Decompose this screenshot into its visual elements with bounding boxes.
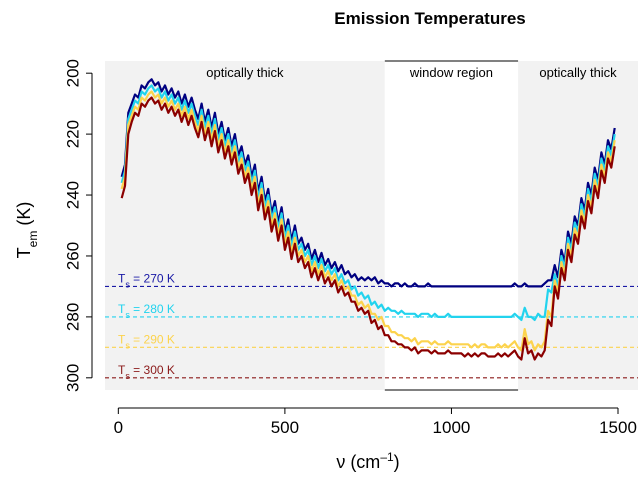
y-tick-label-0: 200 bbox=[63, 59, 82, 87]
y-tick-label-3: 260 bbox=[63, 242, 82, 270]
x-tick-label-3: 1500 bbox=[599, 418, 637, 437]
region-label-2: optically thick bbox=[539, 65, 617, 80]
reference-lines bbox=[105, 285, 638, 379]
reference-line-label-3: Ts = 300 K bbox=[118, 363, 175, 381]
reference-line-label-1: Ts = 280 K bbox=[118, 302, 175, 320]
y-tick-label-1: 220 bbox=[63, 120, 82, 148]
series-lines bbox=[120, 78, 616, 361]
reference-line-label-0: Ts = 270 K bbox=[118, 271, 175, 289]
x-axis-label: ν (cm–1) bbox=[336, 450, 399, 472]
region-label-1: window region bbox=[409, 65, 493, 80]
series-line-3 bbox=[120, 96, 616, 361]
x-tick-label-0: 0 bbox=[114, 418, 123, 437]
y-axis-label: Tem (K) bbox=[14, 202, 40, 259]
y-tick-label-5: 300 bbox=[63, 364, 82, 392]
region-label-0: optically thick bbox=[206, 65, 284, 80]
y-tick-label-4: 280 bbox=[63, 303, 82, 331]
reference-line-label-2: Ts = 290 K bbox=[118, 332, 175, 350]
x-tick-label-1: 500 bbox=[271, 418, 299, 437]
shaded-region-0 bbox=[105, 61, 385, 390]
x-tick-label-2: 1000 bbox=[433, 418, 471, 437]
axes: 0 500 1000 1500 200 220 240 260 280 300 bbox=[63, 59, 636, 437]
chart-title: Emission Temperatures bbox=[334, 9, 525, 28]
shaded-region-1 bbox=[384, 61, 519, 390]
reference-line-labels: Ts = 270 K Ts = 280 K Ts = 290 K Ts = 300 K bbox=[118, 271, 175, 380]
y-tick-label-2: 240 bbox=[63, 181, 82, 209]
shaded-regions bbox=[105, 60, 638, 391]
region-labels: optically thick window region optically th… bbox=[206, 65, 617, 80]
